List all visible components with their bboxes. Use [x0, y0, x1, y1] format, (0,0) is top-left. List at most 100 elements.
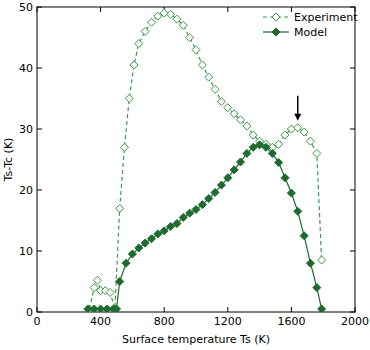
data-point — [122, 259, 130, 267]
legend-marker — [272, 28, 280, 36]
data-point — [300, 232, 308, 240]
x-tick — [164, 307, 165, 312]
legend-label: Experiment — [294, 11, 358, 24]
data-point — [230, 166, 238, 174]
y-tick — [37, 251, 42, 252]
plot-area — [84, 9, 326, 312]
data-point — [294, 207, 302, 215]
data-point — [125, 95, 133, 103]
data-point — [179, 21, 187, 29]
data-point — [318, 305, 326, 312]
data-point — [116, 204, 124, 212]
data-point — [167, 10, 175, 18]
legend-marker — [272, 13, 280, 21]
data-point — [211, 85, 219, 93]
y-tick-label: 40 — [19, 62, 33, 75]
data-point — [217, 98, 225, 106]
data-point — [249, 131, 257, 139]
data-point — [243, 149, 251, 157]
data-point — [160, 9, 168, 17]
data-point — [281, 131, 289, 139]
data-point — [268, 149, 276, 157]
y-tick-label: 30 — [19, 123, 33, 136]
x-tick — [291, 307, 292, 312]
x-tick-top — [100, 7, 101, 12]
x-tick-top — [227, 7, 228, 12]
data-point — [198, 61, 206, 69]
data-point — [275, 140, 283, 148]
y-tick — [37, 190, 42, 191]
x-tick — [227, 307, 228, 312]
x-tick-label: 400 — [90, 315, 111, 328]
arrow-head — [294, 114, 301, 121]
y-tick — [37, 68, 42, 69]
data-point — [192, 46, 200, 54]
data-point — [224, 174, 232, 182]
data-point — [313, 149, 321, 157]
data-point — [179, 213, 187, 221]
y-tick-right — [350, 68, 355, 69]
y-tick-label: 0 — [26, 306, 33, 319]
data-point — [173, 220, 181, 228]
data-point — [120, 143, 128, 151]
data-point — [113, 305, 121, 312]
x-tick-label: 0 — [34, 315, 41, 328]
x-axis-label: Surface temperature Ts (K) — [122, 333, 270, 346]
data-point — [281, 174, 289, 182]
legend: Experiment Model — [263, 11, 358, 39]
legend-label: Model — [294, 26, 327, 39]
data-point — [230, 110, 238, 118]
data-point — [135, 40, 143, 48]
arrow-shaft — [297, 96, 299, 116]
y-tick-right — [350, 190, 355, 191]
data-point — [318, 256, 326, 264]
data-point — [173, 15, 181, 23]
data-point — [275, 159, 283, 167]
data-point — [135, 244, 143, 252]
data-point — [147, 18, 155, 26]
data-point — [192, 206, 200, 214]
x-tick-label: 1200 — [214, 315, 242, 328]
data-point — [313, 284, 321, 292]
data-point — [300, 128, 308, 136]
data-point — [211, 188, 219, 196]
series-line — [88, 145, 322, 309]
data-point — [306, 259, 314, 267]
data-point — [287, 189, 295, 197]
data-point — [186, 34, 194, 42]
data-point — [237, 116, 245, 124]
data-point — [160, 227, 168, 235]
data-point — [217, 181, 225, 189]
annotation-arrow — [294, 96, 301, 121]
series-line — [89, 13, 321, 309]
data-point — [287, 125, 295, 133]
data-point — [205, 73, 213, 81]
y-tick — [37, 129, 42, 130]
data-point — [128, 250, 136, 258]
x-tick-label: 1600 — [277, 315, 305, 328]
data-point — [106, 288, 114, 296]
data-point — [237, 158, 245, 166]
chart: 040080012001600200001020304050Surface te… — [0, 0, 370, 350]
y-tick-label: 50 — [19, 1, 33, 14]
y-tick-label: 10 — [19, 245, 33, 258]
data-point — [224, 104, 232, 112]
x-tick-top — [291, 7, 292, 12]
data-point — [262, 143, 270, 151]
x-tick-label: 2000 — [341, 315, 369, 328]
data-point — [116, 278, 124, 286]
data-point — [93, 276, 101, 284]
plot-frame — [37, 7, 355, 312]
data-point — [306, 137, 314, 145]
data-point — [243, 122, 251, 130]
data-point — [205, 195, 213, 203]
y-tick-right — [350, 129, 355, 130]
data-point — [147, 235, 155, 243]
data-point — [141, 27, 149, 35]
data-point — [294, 124, 302, 132]
data-point — [130, 61, 138, 69]
data-point — [198, 201, 206, 209]
data-point — [141, 239, 149, 247]
y-tick-label: 20 — [19, 184, 33, 197]
y-tick-right — [350, 251, 355, 252]
